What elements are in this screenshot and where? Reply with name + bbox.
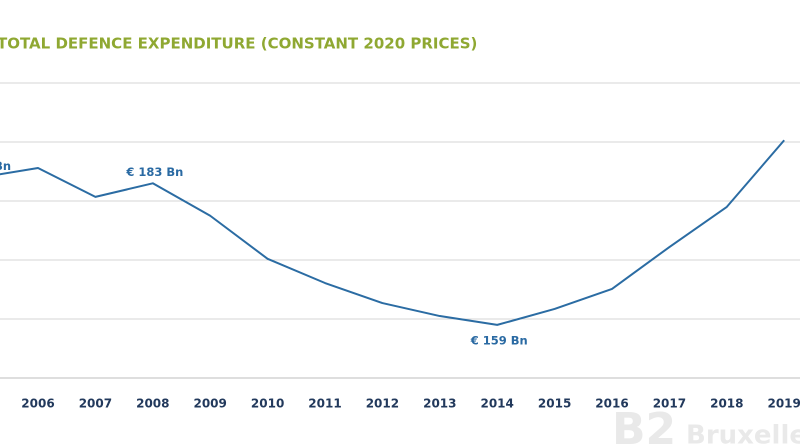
x-tick-label: 2018 bbox=[710, 397, 743, 411]
x-tick-label: 2015 bbox=[538, 397, 571, 411]
chart-title: TOTAL DEFENCE EXPENDITURE (CONSTANT 2020… bbox=[0, 35, 477, 53]
x-tick-label: 2010 bbox=[251, 397, 284, 411]
x-tick-label: 2017 bbox=[653, 397, 686, 411]
watermark-logo: B2 bbox=[612, 404, 676, 445]
x-tick-label: 2014 bbox=[480, 397, 513, 411]
x-tick-label: 2007 bbox=[79, 397, 112, 411]
x-tick-label: 2008 bbox=[136, 397, 169, 411]
x-tick-label: 2011 bbox=[308, 397, 341, 411]
value-label: € 159 Bn bbox=[470, 333, 528, 347]
x-tick-label: 2016 bbox=[595, 397, 628, 411]
series-line bbox=[0, 139, 785, 326]
x-tick-label: 2013 bbox=[423, 397, 456, 411]
x-tick-label: 2009 bbox=[193, 397, 226, 411]
value-label: € 183 Bn bbox=[125, 165, 183, 179]
x-tick-label: 2012 bbox=[366, 397, 399, 411]
x-tick-label: 2006 bbox=[21, 397, 54, 411]
value-label: € 184 Bn bbox=[0, 159, 11, 173]
x-tick-label: 2019 bbox=[767, 397, 800, 411]
watermark-text: Bruxelles bbox=[686, 421, 800, 445]
